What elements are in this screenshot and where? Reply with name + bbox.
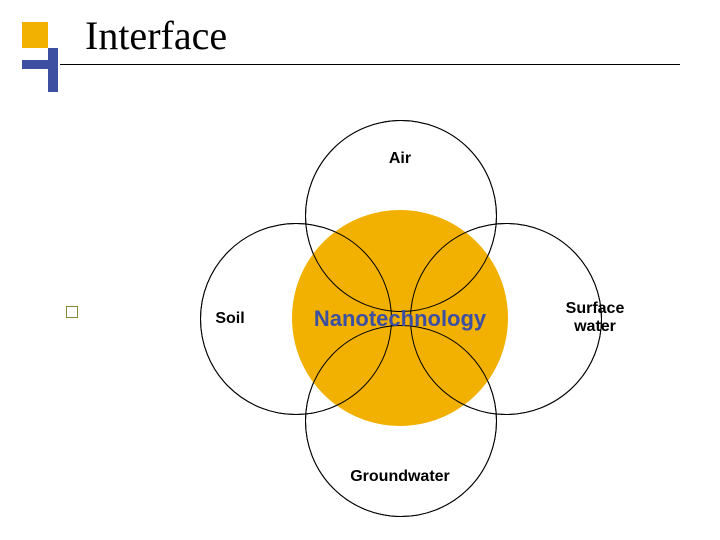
label-groundwater: Groundwater <box>330 468 470 486</box>
slide: Interface Air Soil Surface water Groundw… <box>0 0 720 540</box>
label-surfacewater: Surface water <box>555 300 635 335</box>
label-center: Nanotechnology <box>300 306 500 332</box>
circle-groundwater-outline <box>305 325 497 517</box>
venn-diagram: Air Soil Surface water Groundwater Nanot… <box>0 0 720 540</box>
label-soil: Soil <box>200 310 260 328</box>
label-air: Air <box>360 150 440 168</box>
